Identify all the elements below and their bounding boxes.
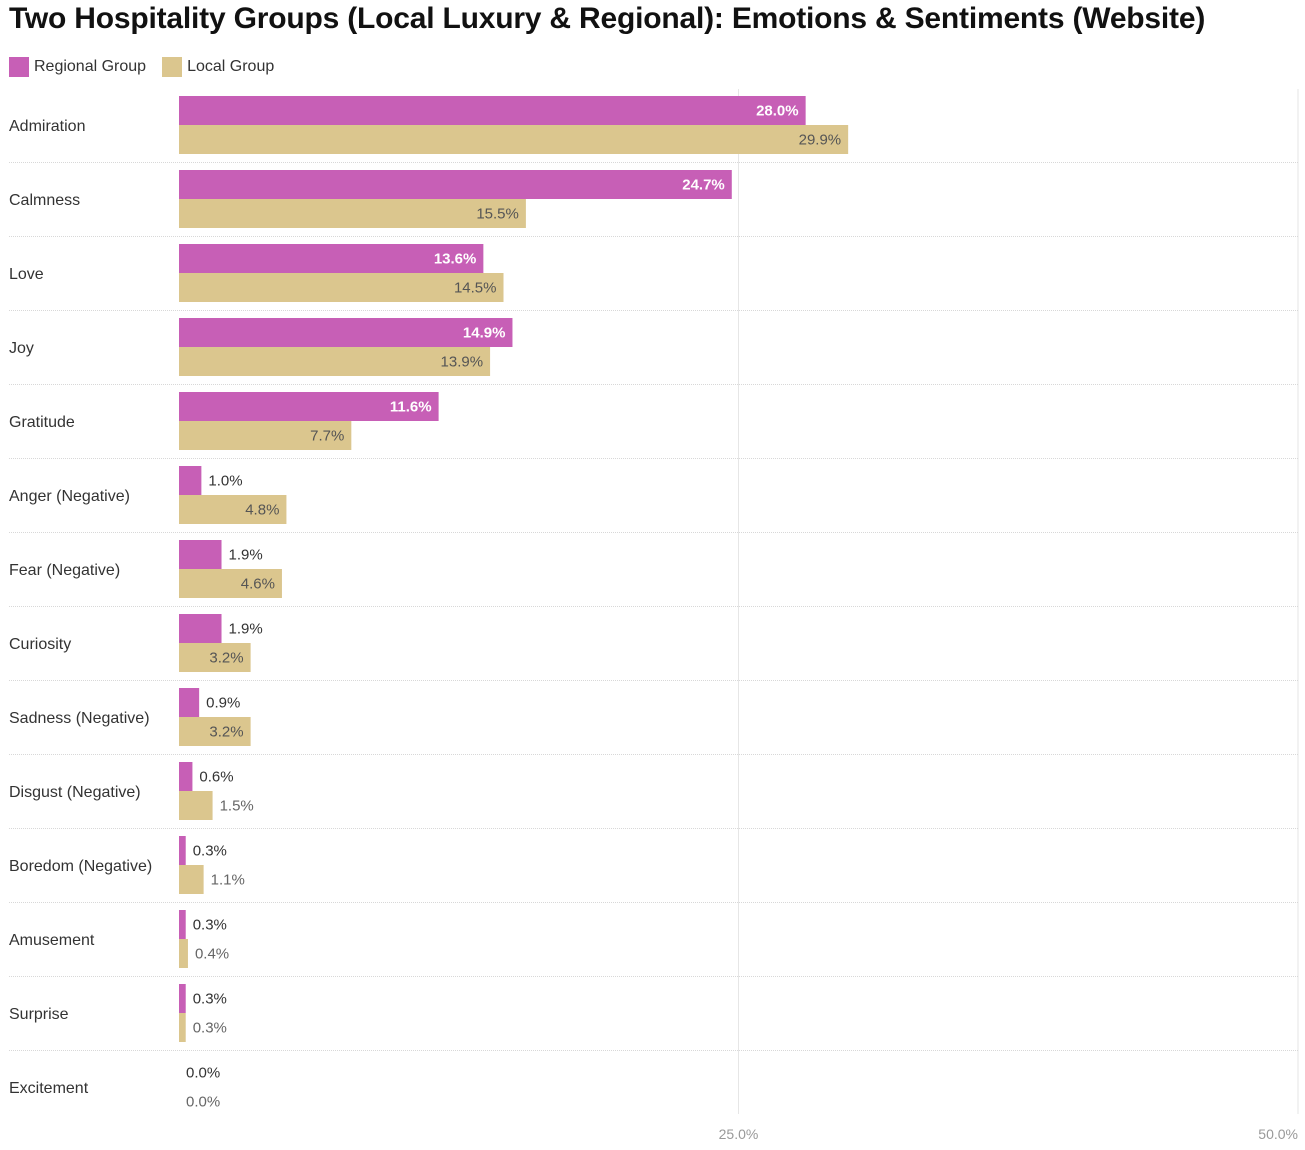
data-label-regional-group-curiosity: 1.9% <box>229 621 263 638</box>
category-label-amusement: Amusement <box>9 932 95 949</box>
data-label-local-group-curiosity: 3.2% <box>209 650 243 667</box>
bar-regional-group-boredom-negative <box>179 836 186 865</box>
bar-local-group-surprise <box>179 1013 186 1042</box>
data-label-regional-group-excitement: 0.0% <box>186 1065 220 1082</box>
data-label-local-group-love: 14.5% <box>454 280 497 297</box>
bar-regional-group-joy <box>179 318 513 347</box>
x-tick-label: 50.0% <box>1258 1126 1298 1142</box>
legend-label-local-group: Local Group <box>187 58 275 75</box>
bar-regional-group-disgust-negative <box>179 762 193 791</box>
bar-local-group-anger-negative <box>179 495 287 524</box>
bar-regional-group-fear-negative <box>179 540 222 569</box>
data-label-local-group-fear-negative: 4.6% <box>241 576 275 593</box>
bar-regional-group-amusement <box>179 910 186 939</box>
data-label-regional-group-boredom-negative: 0.3% <box>193 843 227 860</box>
bar-local-group-boredom-negative <box>179 865 204 894</box>
legend-label-regional-group: Regional Group <box>34 58 147 75</box>
chart-title: Two Hospitality Groups (Local Luxury & R… <box>9 2 1206 35</box>
category-label-sadness-negative: Sadness (Negative) <box>9 710 150 727</box>
bar-local-group-calmness <box>179 199 526 228</box>
category-label-disgust-negative: Disgust (Negative) <box>9 784 141 801</box>
bar-local-group-admiration <box>179 125 849 154</box>
data-label-regional-group-disgust-negative: 0.6% <box>199 769 233 786</box>
bar-regional-group-sadness-negative <box>179 688 200 717</box>
category-label-boredom-negative: Boredom (Negative) <box>9 858 152 875</box>
bar-regional-group-love <box>179 244 484 273</box>
data-label-regional-group-amusement: 0.3% <box>193 917 227 934</box>
data-label-regional-group-fear-negative: 1.9% <box>229 547 263 564</box>
data-label-regional-group-joy: 14.9% <box>463 325 506 342</box>
bar-regional-group-gratitude <box>179 392 439 421</box>
bar-regional-group-admiration <box>179 96 806 125</box>
data-label-local-group-amusement: 0.4% <box>195 946 229 963</box>
bar-local-group-fear-negative <box>179 569 282 598</box>
bar-local-group-curiosity <box>179 643 251 672</box>
category-label-fear-negative: Fear (Negative) <box>9 562 120 579</box>
data-label-local-group-excitement: 0.0% <box>186 1094 220 1111</box>
category-label-gratitude: Gratitude <box>9 414 75 431</box>
category-label-surprise: Surprise <box>9 1006 69 1023</box>
bar-local-group-gratitude <box>179 421 352 450</box>
category-label-admiration: Admiration <box>9 118 85 135</box>
category-label-curiosity: Curiosity <box>9 636 71 653</box>
legend: Regional Group Local Group <box>9 56 290 78</box>
bar-regional-group-surprise <box>179 984 186 1013</box>
bar-local-group-amusement <box>179 939 188 968</box>
data-label-local-group-surprise: 0.3% <box>193 1020 227 1037</box>
bar-regional-group-calmness <box>179 170 732 199</box>
category-label-love: Love <box>9 266 44 283</box>
legend-swatch-regional-group <box>9 57 29 77</box>
category-label-joy: Joy <box>9 340 34 357</box>
data-label-regional-group-anger-negative: 1.0% <box>208 473 242 490</box>
bar-local-group-sadness-negative <box>179 717 251 746</box>
data-label-regional-group-admiration: 28.0% <box>756 103 799 120</box>
bar-regional-group-curiosity <box>179 614 222 643</box>
category-label-excitement: Excitement <box>9 1080 89 1097</box>
data-label-local-group-calmness: 15.5% <box>476 206 519 223</box>
data-label-local-group-admiration: 29.9% <box>799 132 842 149</box>
legend-item-regional-group[interactable]: Regional Group <box>9 57 146 77</box>
data-label-local-group-joy: 13.9% <box>441 354 484 371</box>
data-label-local-group-gratitude: 7.7% <box>310 428 344 445</box>
x-tick-label: 25.0% <box>719 1126 759 1142</box>
data-label-regional-group-sadness-negative: 0.9% <box>206 695 240 712</box>
bar-local-group-joy <box>179 347 491 376</box>
category-label-calmness: Calmness <box>9 192 80 209</box>
data-label-local-group-sadness-negative: 3.2% <box>209 724 243 741</box>
data-label-regional-group-gratitude: 11.6% <box>390 399 432 416</box>
legend-swatch-local-group <box>162 57 183 77</box>
data-label-regional-group-surprise: 0.3% <box>193 991 227 1008</box>
legend-item-local-group[interactable]: Local Group <box>162 57 274 77</box>
data-label-regional-group-calmness: 24.7% <box>682 177 725 194</box>
data-label-regional-group-love: 13.6% <box>434 251 477 268</box>
bar-regional-group-anger-negative <box>179 466 202 495</box>
category-label-anger-negative: Anger (Negative) <box>9 488 130 505</box>
data-label-local-group-anger-negative: 4.8% <box>245 502 279 519</box>
data-label-local-group-disgust-negative: 1.5% <box>220 798 254 815</box>
data-label-local-group-boredom-negative: 1.1% <box>211 872 245 889</box>
bar-local-group-disgust-negative <box>179 791 213 820</box>
bar-local-group-love <box>179 273 504 302</box>
